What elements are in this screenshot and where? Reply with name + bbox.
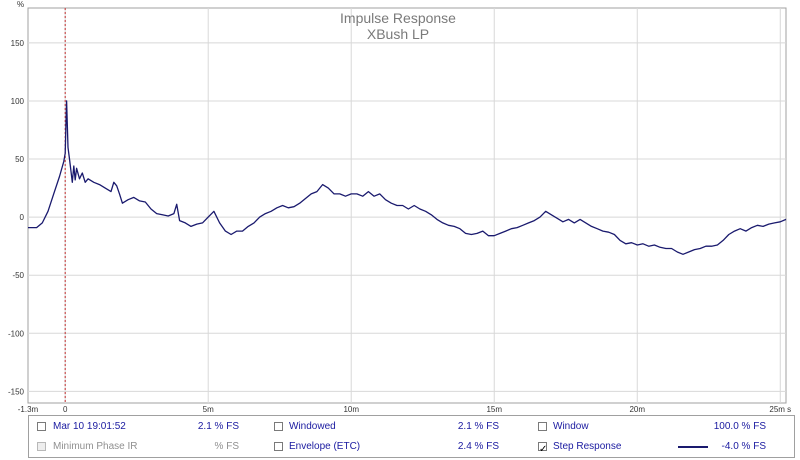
- impulse-response-chart[interactable]: 150 100 50 0 -50 -100 -150 -1.3m 0 5m 10m 15m 20m 25…: [0, 0, 800, 415]
- x-tick-label: -1.3m: [18, 405, 39, 414]
- minimum-phase-checkbox[interactable]: [37, 442, 46, 451]
- measurement-checkbox[interactable]: [37, 422, 46, 431]
- y-tick-label: -150: [8, 387, 25, 396]
- series-layer: [28, 100, 787, 255]
- legend-label: Windowed: [289, 421, 336, 432]
- grid: [28, 8, 786, 403]
- x-tick-label: 5m: [203, 405, 214, 414]
- legend-label: Window: [553, 421, 589, 432]
- legend-label: Mar 10 19:01:52: [53, 421, 126, 432]
- legend-item-measurement[interactable]: Mar 10 19:01:52 2.1 % FS: [29, 417, 289, 437]
- legend-value: 2.1 % FS: [197, 421, 239, 432]
- y-tick-label: -50: [12, 271, 24, 280]
- legend-value: -4.0 % FS: [721, 441, 766, 452]
- x-tick-label: 20m: [629, 405, 645, 414]
- legend-value: 2.1 % FS: [457, 421, 499, 432]
- y-axis-unit: %: [17, 0, 24, 9]
- legend-label: Minimum Phase IR: [53, 441, 138, 452]
- y-axis-ticks: 150 100 50 0 -50 -100 -150: [8, 39, 25, 397]
- legend-item-step-response[interactable]: Step Response -4.0 % FS: [538, 437, 796, 460]
- chart-subtitle: XBush LP: [367, 26, 429, 42]
- legend-label: Step Response: [553, 441, 622, 452]
- chart-title: Impulse Response: [340, 10, 456, 26]
- legend-value: 2.4 % FS: [457, 441, 499, 452]
- legend-item-minimum-phase[interactable]: Minimum Phase IR % FS: [29, 437, 289, 457]
- legend-row: Minimum Phase IR % FS Envelope (ETC) 2.4…: [29, 437, 796, 460]
- y-tick-label: 100: [11, 97, 25, 106]
- legend-row: Mar 10 19:01:52 2.1 % FS Windowed 2.1 % …: [29, 417, 794, 437]
- windowed-checkbox[interactable]: [274, 422, 283, 431]
- legend-value: 100.0 % FS: [713, 421, 766, 432]
- x-tick-label: 25m s: [769, 405, 791, 414]
- y-tick-label: -100: [8, 329, 25, 338]
- x-tick-label: 0: [63, 405, 68, 414]
- y-tick-label: 50: [15, 155, 24, 164]
- legend-item-envelope[interactable]: Envelope (ETC) 2.4 % FS: [274, 437, 534, 457]
- y-tick-label: 150: [11, 39, 25, 48]
- series-color-swatch: [678, 446, 708, 448]
- legend-value: % FS: [214, 441, 239, 452]
- series-line-step-response: [28, 100, 787, 255]
- legend-label: Envelope (ETC): [289, 441, 361, 452]
- plot-area: [27, 7, 787, 404]
- x-tick-label: 15m: [486, 405, 502, 414]
- envelope-checkbox[interactable]: [274, 442, 283, 451]
- x-tick-label: 10m: [343, 405, 359, 414]
- window-checkbox[interactable]: [538, 422, 547, 431]
- legend-item-windowed[interactable]: Windowed 2.1 % FS: [274, 417, 534, 437]
- legend-item-window[interactable]: Window 100.0 % FS: [538, 417, 796, 437]
- y-tick-label: 0: [20, 213, 25, 222]
- x-axis-ticks: -1.3m 0 5m 10m 15m 20m 25m s: [18, 405, 791, 414]
- legend-panel: Mar 10 19:01:52 2.1 % FS Windowed 2.1 % …: [28, 415, 796, 460]
- step-response-checkbox[interactable]: [538, 440, 547, 460]
